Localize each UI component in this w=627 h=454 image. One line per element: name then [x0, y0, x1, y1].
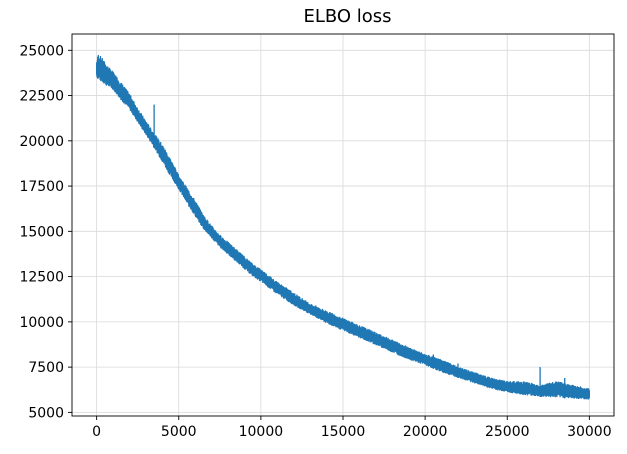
x-tick-label: 0 — [92, 424, 101, 440]
y-tick-label: 25000 — [19, 43, 64, 59]
x-tick-label: 15000 — [321, 424, 366, 440]
y-tick-label: 10000 — [19, 315, 64, 331]
y-tick-label: 7500 — [28, 360, 64, 376]
y-tick-label: 22500 — [19, 89, 64, 105]
y-tick-label: 20000 — [19, 134, 64, 150]
x-tick-label: 20000 — [403, 424, 448, 440]
y-tick-label: 5000 — [28, 405, 64, 421]
x-tick-label: 30000 — [567, 424, 612, 440]
x-tick-label: 10000 — [239, 424, 284, 440]
y-tick-label: 15000 — [19, 224, 64, 240]
series-line — [95, 54, 591, 400]
x-tick-label: 25000 — [485, 424, 530, 440]
y-tick-label: 17500 — [19, 179, 64, 195]
y-tick-label: 12500 — [19, 270, 64, 286]
x-tick-label: 5000 — [161, 424, 197, 440]
chart-title: ELBO loss — [303, 6, 392, 27]
